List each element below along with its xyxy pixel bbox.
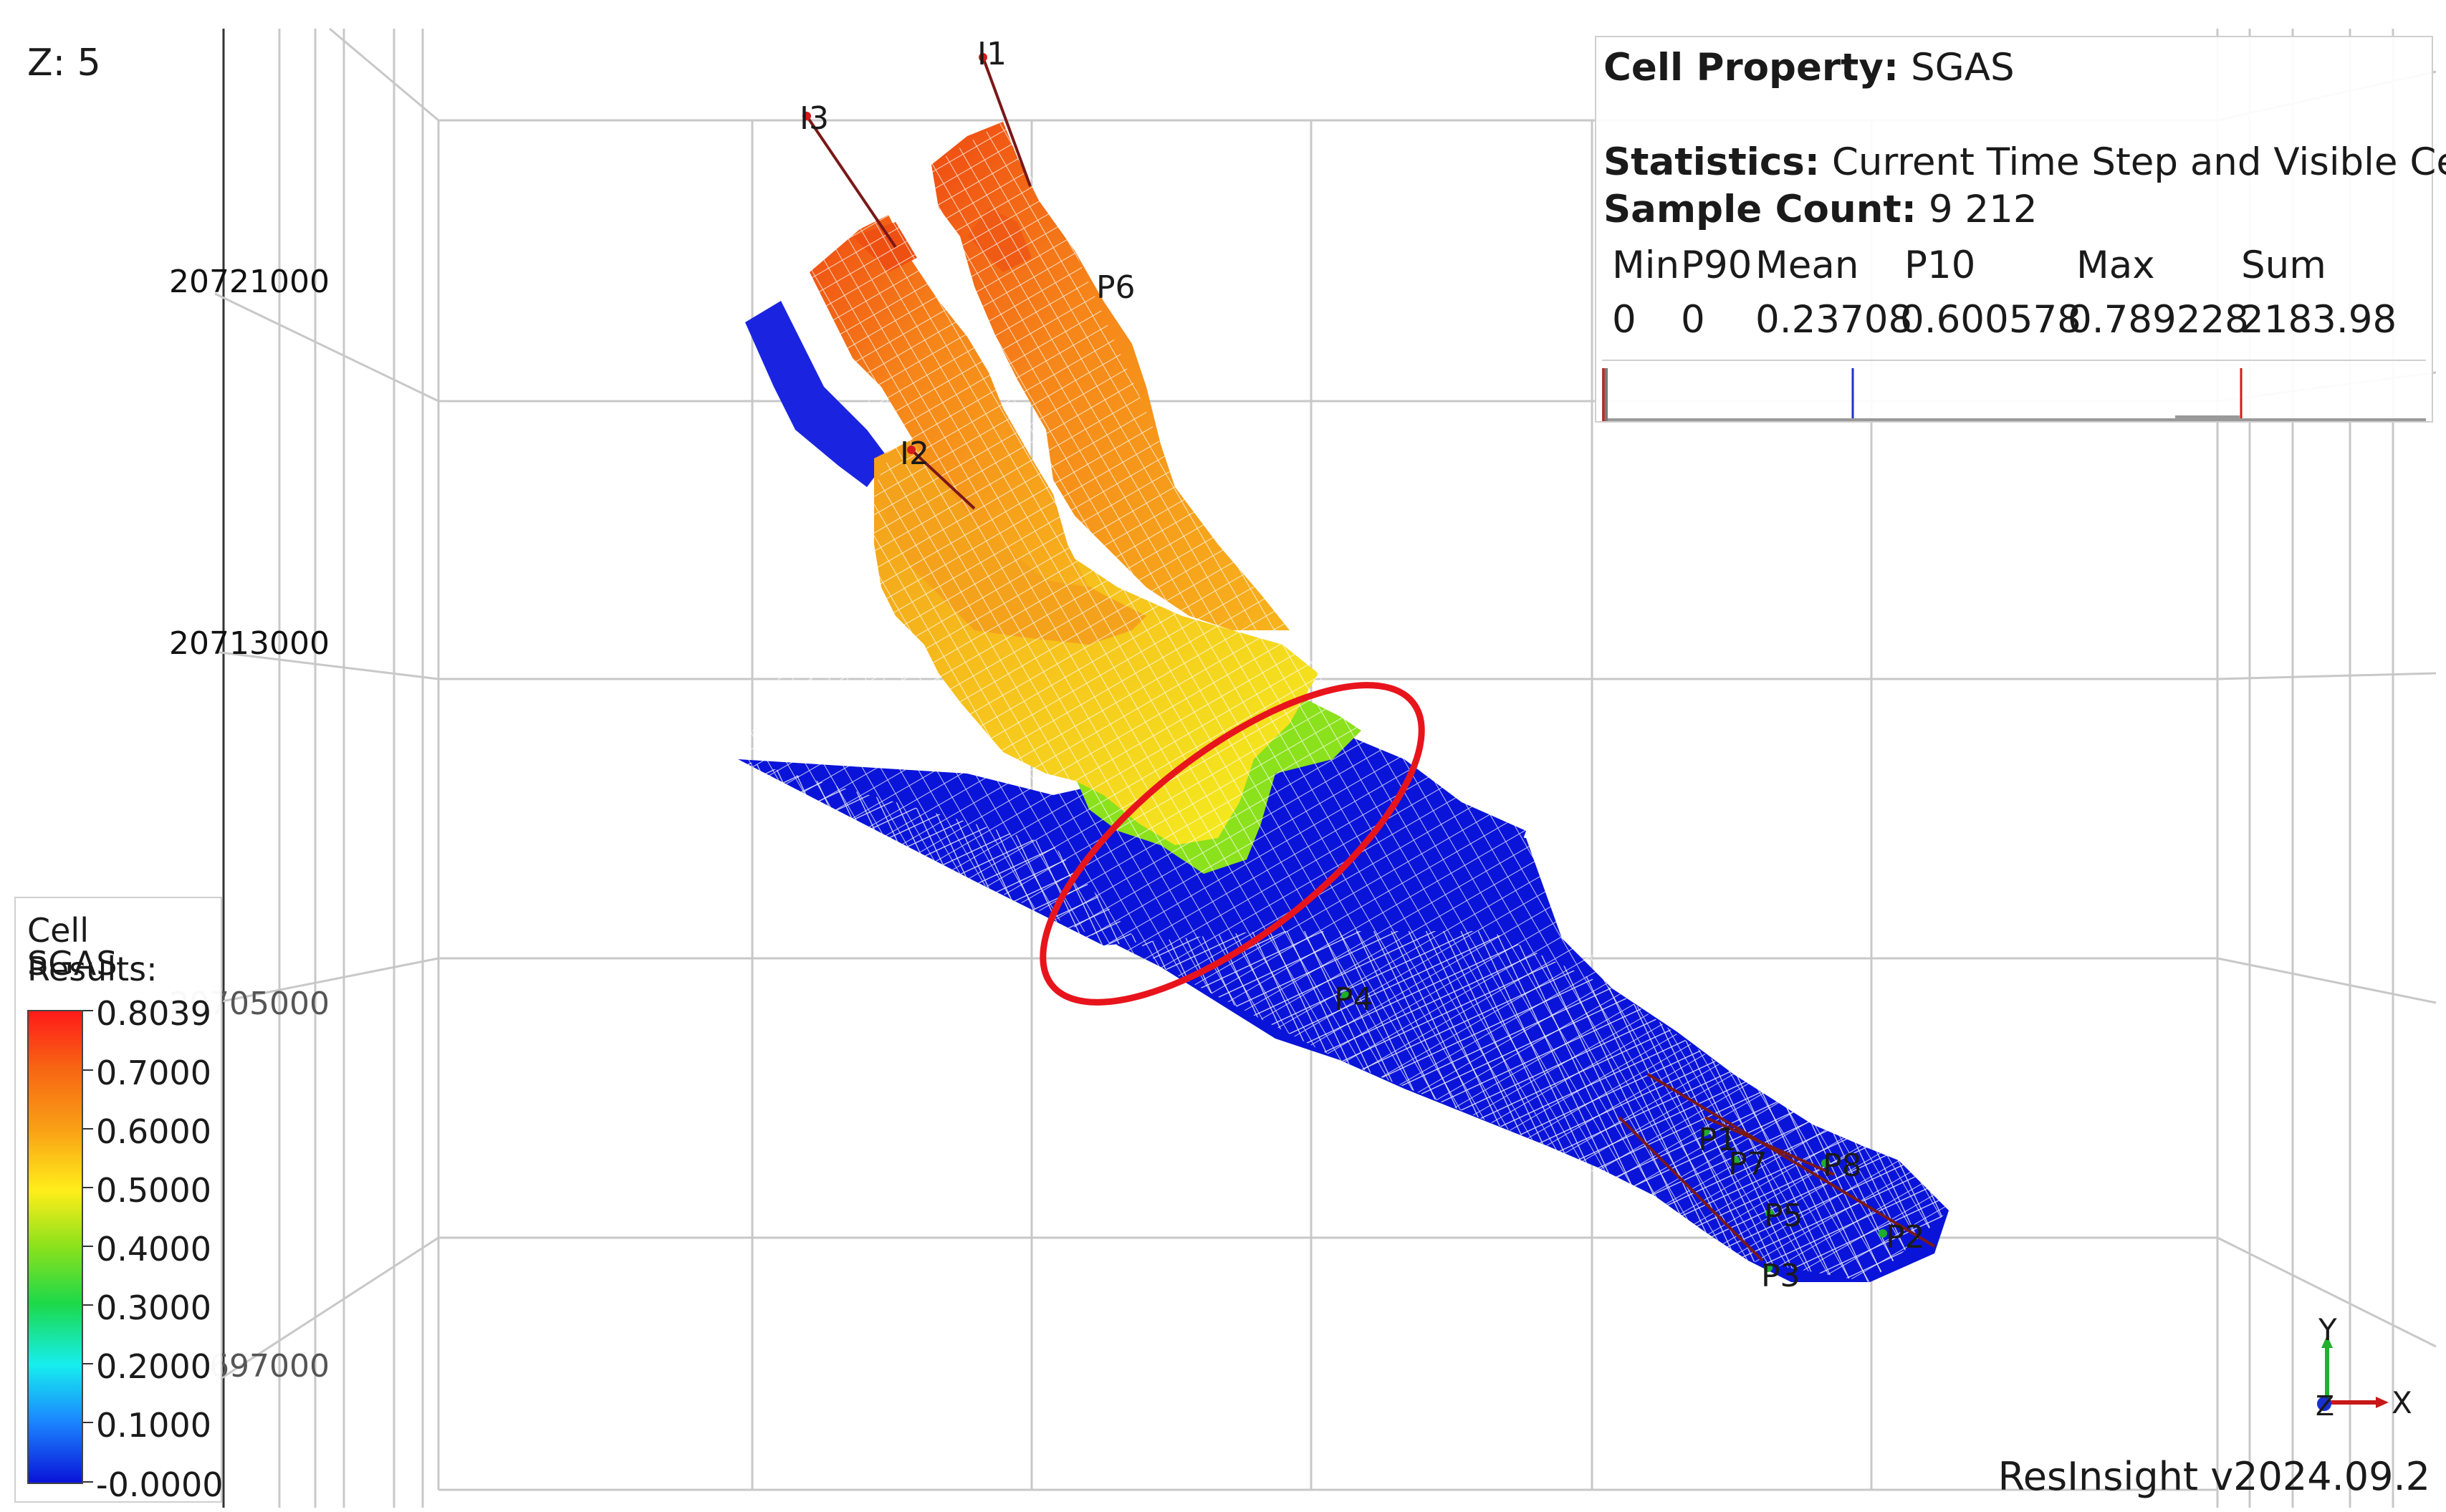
highlight-ellipse-annotation (1040, 682, 1425, 1006)
stat-value-p90: 0 (1681, 298, 1705, 342)
stat-value-p10: 0.600578 (1900, 298, 2081, 342)
legend-tick-label: 0.4000 (96, 1230, 211, 1268)
well-label-p5[interactable]: P5 (1764, 1198, 1803, 1234)
well-label-p1[interactable]: P1 (1698, 1122, 1737, 1158)
axis-label: 20713000 (169, 625, 330, 662)
color-legend[interactable]: Cell Results: SGAS 0.8039 0.7000 0.6000 … (14, 897, 224, 1504)
stat-value-max: 0.789228 (2068, 298, 2249, 342)
reservoir-grid-body[interactable] (738, 122, 1949, 1282)
statistics-label: Statistics: (1603, 140, 1820, 184)
legend-tick-mark (83, 1363, 93, 1364)
well-label-i3[interactable]: I3 (800, 100, 829, 137)
legend-tick-mark (83, 1069, 93, 1071)
axis-y-label: Y (2318, 1312, 2337, 1347)
sample-count-label: Sample Count: (1603, 188, 1917, 231)
cell-property-label: Cell Property: (1603, 46, 1899, 90)
cell-property-row: Cell Property: SGAS (1603, 46, 2015, 90)
legend-tick-label: 0.6000 (96, 1112, 211, 1151)
axis-z-label: Z (2316, 1390, 2335, 1422)
legend-tick-mark (83, 1187, 93, 1188)
color-bar (27, 1010, 83, 1484)
legend-tick-mark (83, 1304, 93, 1306)
statistics-panel[interactable]: Cell Property: SGAS Statistics: Current … (1595, 36, 2446, 423)
legend-tick-mark (83, 1481, 93, 1483)
well-label-p6[interactable]: P6 (1096, 269, 1136, 306)
well-label-i2[interactable]: I2 (900, 435, 929, 472)
sample-count-row: Sample Count: 9 212 (1603, 188, 2038, 231)
stat-header-p90: P90 (1681, 244, 1752, 287)
legend-tick-label: -0.0000 (96, 1465, 224, 1504)
legend-tick-label: 0.7000 (96, 1054, 211, 1092)
stat-header-sum: Sum (2241, 244, 2326, 287)
well-label-p4[interactable]: P4 (1334, 981, 1373, 1018)
legend-tick-label: 0.3000 (96, 1289, 211, 1327)
well-label-p8[interactable]: P8 (1823, 1147, 1862, 1184)
statistics-value: Current Time Step and Visible Cells (1831, 140, 2446, 184)
axis-x-label: X (2392, 1385, 2412, 1420)
well-label-p3[interactable]: P3 (1761, 1258, 1800, 1294)
axis-label: 20721000 (169, 264, 330, 300)
z-scale-label: Z: 5 (27, 42, 101, 85)
histogram (1602, 360, 2426, 421)
stat-value-min: 0 (1612, 298, 1636, 342)
legend-tick-mark (83, 1010, 93, 1011)
sample-count-value: 9 212 (1928, 188, 2038, 231)
well-label-p7[interactable]: P7 (1728, 1146, 1768, 1183)
legend-subtitle: SGAS (27, 944, 117, 983)
stat-header-mean: Mean (1755, 244, 1859, 287)
legend-tick-label: 0.1000 (96, 1406, 211, 1445)
stat-header-max: Max (2076, 244, 2155, 287)
well-heads (802, 53, 1887, 1272)
legend-tick-mark (83, 1128, 93, 1130)
stat-header-p10: P10 (1904, 244, 1976, 287)
statistics-row: Statistics: Current Time Step and Visibl… (1603, 140, 2446, 184)
axis-gizmo (2317, 1335, 2389, 1411)
well-label-p2[interactable]: P2 (1886, 1219, 1925, 1256)
legend-tick-label: 0.8039 (96, 994, 211, 1033)
legend-tick-label: 0.2000 (96, 1347, 211, 1386)
legend-tick-mark (83, 1246, 93, 1247)
legend-tick-label: 0.5000 (96, 1171, 211, 1210)
stat-value-mean: 0.23708 (1755, 298, 1913, 342)
stat-value-sum: 2183.98 (2240, 298, 2397, 342)
legend-tick-mark (83, 1422, 93, 1423)
stat-header-min: Min (1612, 244, 1680, 287)
well-label-i1[interactable]: I1 (977, 36, 1007, 72)
version-label: ResInsight v2024.09.2 (1997, 1454, 2430, 1499)
cell-property-value: SGAS (1910, 46, 2015, 90)
well-trajectories[interactable] (805, 57, 1936, 1262)
legend-title: Cell Results: (27, 911, 158, 988)
